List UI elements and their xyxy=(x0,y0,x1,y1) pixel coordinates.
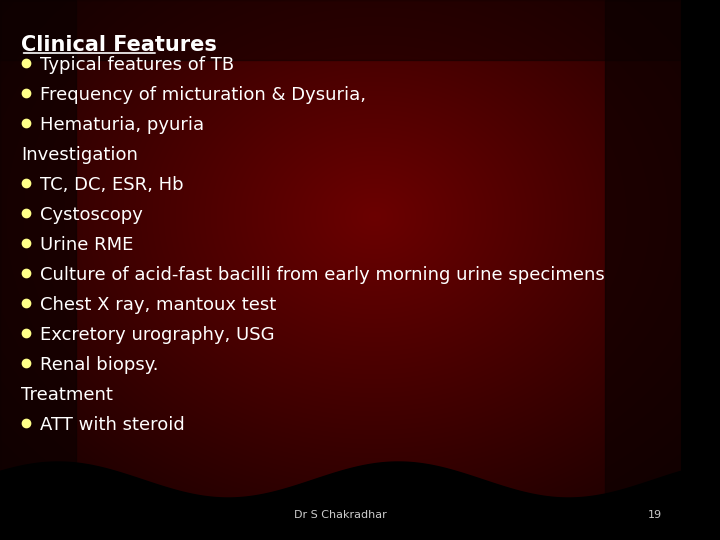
Text: Excretory urography, USG: Excretory urography, USG xyxy=(40,326,274,344)
Text: Hematuria, pyuria: Hematuria, pyuria xyxy=(40,116,204,134)
Text: Culture of acid-fast bacilli from early morning urine specimens: Culture of acid-fast bacilli from early … xyxy=(40,266,605,284)
Text: Frequency of micturation & Dysuria,: Frequency of micturation & Dysuria, xyxy=(40,86,366,104)
Text: Typical features of TB: Typical features of TB xyxy=(40,56,234,74)
Polygon shape xyxy=(0,462,680,540)
Bar xyxy=(0,0,76,540)
Text: Cystoscopy: Cystoscopy xyxy=(40,206,143,224)
Bar xyxy=(0,0,680,60)
Text: 19: 19 xyxy=(648,510,662,520)
Text: Chest X ray, mantoux test: Chest X ray, mantoux test xyxy=(40,296,276,314)
Text: TC, DC, ESR, Hb: TC, DC, ESR, Hb xyxy=(40,176,184,194)
Text: Renal biopsy.: Renal biopsy. xyxy=(40,356,158,374)
Text: Urine RME: Urine RME xyxy=(40,236,133,254)
Text: ATT with steroid: ATT with steroid xyxy=(40,416,184,434)
Bar xyxy=(605,0,680,540)
Text: Treatment: Treatment xyxy=(21,386,112,404)
Text: Dr S Chakradhar: Dr S Chakradhar xyxy=(294,510,387,520)
Text: Investigation: Investigation xyxy=(21,146,138,164)
Text: Clinical Features: Clinical Features xyxy=(21,35,217,55)
